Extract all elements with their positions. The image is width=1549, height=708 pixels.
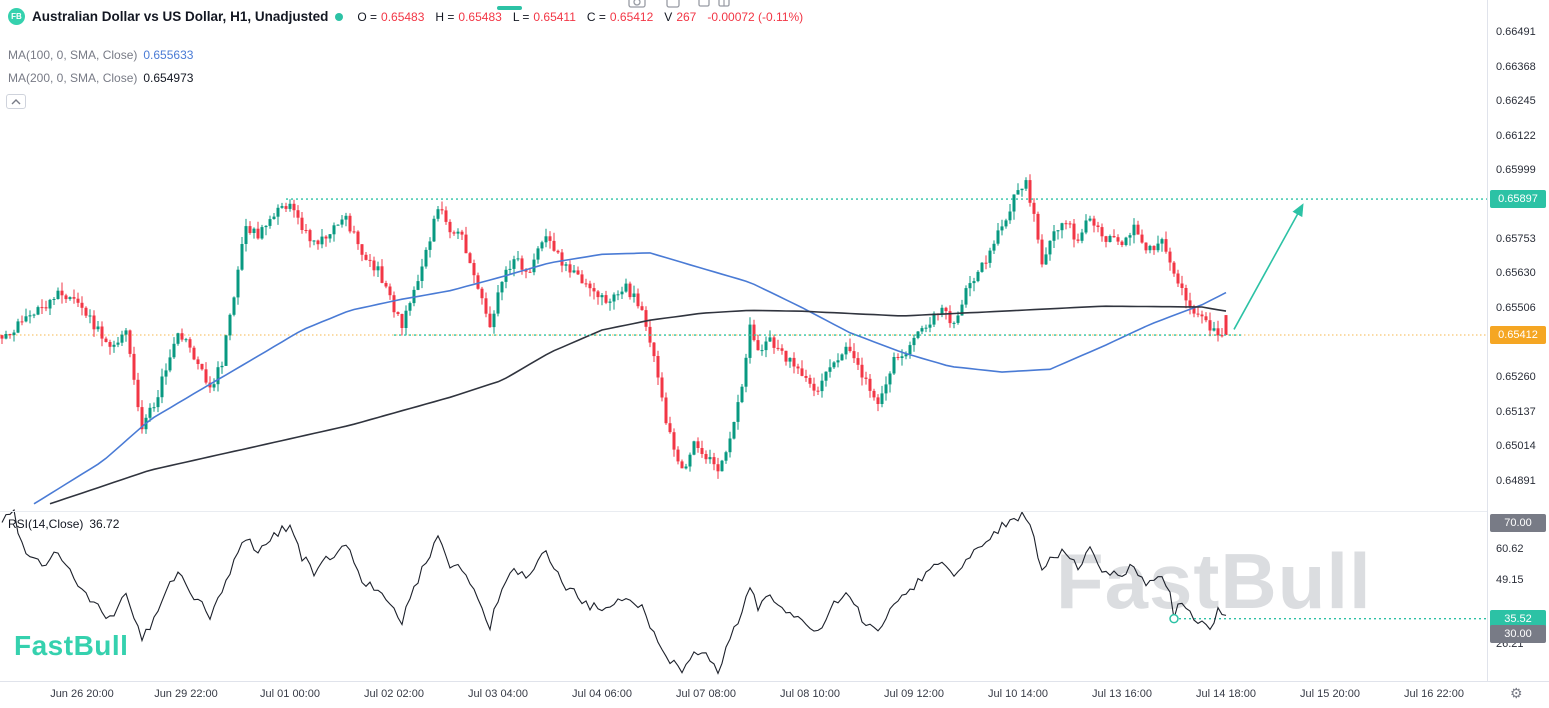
ma100-label: MA(100, 0, SMA, Close) [8, 48, 138, 62]
time-tick: Jul 01 00:00 [260, 688, 320, 700]
price-tick: 0.65999 [1496, 164, 1536, 176]
last-price-badge: 0.65412 [1490, 326, 1546, 344]
layout-icon[interactable] [698, 0, 710, 7]
settings-gear-icon[interactable]: ⚙ [1510, 685, 1523, 701]
ma200-value: 0.654973 [143, 71, 194, 85]
time-tick: Jul 10 14:00 [988, 688, 1048, 700]
rsi-current-badge: 35.52 [1490, 610, 1546, 628]
time-tick: Jul 02 02:00 [364, 688, 424, 700]
time-tick: Jul 09 12:00 [884, 688, 944, 700]
rsi-upper-band-badge: 70.00 [1490, 514, 1546, 532]
rsi-tick: 60.62 [1496, 542, 1524, 555]
camera-icon[interactable] [628, 0, 646, 8]
price-tick: 0.66122 [1496, 129, 1536, 142]
close-label: C = [586, 9, 606, 24]
price-tick: 0.65753 [1496, 232, 1536, 245]
ma100-value: 0.655633 [143, 48, 194, 62]
fastbull-watermark: FastBull [1056, 537, 1372, 625]
price-tick: 0.65506 [1496, 302, 1536, 315]
open-value: 0.65483 [381, 9, 425, 24]
panel-icon[interactable] [718, 0, 730, 7]
time-tick: Jul 15 20:00 [1300, 688, 1360, 700]
price-axis[interactable]: 0.66491 0.66368 0.66245 0.66122 0.65999 0.657… [1487, 0, 1549, 681]
volume-label: V [664, 9, 673, 24]
time-tick: Jul 03 04:00 [468, 688, 528, 700]
active-tool-indicator [497, 6, 522, 10]
ma200-legend[interactable]: MA(200, 0, SMA, Close) 0.654973 [8, 71, 193, 85]
collapse-legend-button[interactable] [6, 94, 26, 109]
time-tick: Jun 29 22:00 [154, 688, 218, 700]
time-tick: Jul 16 22:00 [1404, 688, 1464, 700]
price-tick: 0.65137 [1496, 405, 1536, 418]
time-tick: Jul 07 08:00 [676, 688, 736, 700]
high-value: 0.65483 [458, 9, 502, 24]
open-label: O = [357, 9, 378, 24]
price-tick: 0.66368 [1496, 60, 1536, 73]
price-tick: 0.65014 [1496, 440, 1536, 453]
time-tick: Jul 14 18:00 [1196, 688, 1256, 700]
close-value: 0.65412 [609, 9, 654, 24]
low-label: L = [512, 9, 530, 24]
rsi-tick: 49.15 [1496, 574, 1524, 587]
price-tick: 0.65630 [1496, 267, 1536, 280]
ma200-label: MA(200, 0, SMA, Close) [8, 71, 138, 85]
rsi-label: RSI(14,Close) [8, 517, 84, 531]
change-value: -0.00072 (-0.11%) [707, 9, 804, 24]
resistance-price-badge: 0.65897 [1490, 190, 1546, 208]
time-tick: Jul 08 10:00 [780, 688, 840, 700]
toolbar-fragment [490, 0, 840, 11]
symbol-title[interactable]: Australian Dollar vs US Dollar, H1, Unad… [32, 9, 329, 24]
high-label: H = [435, 9, 455, 24]
chart-canvas[interactable] [0, 0, 1487, 681]
chevron-up-icon [11, 98, 21, 104]
screenshot-icon[interactable] [666, 0, 680, 8]
time-tick: Jun 26 20:00 [50, 688, 114, 700]
rsi-lower-band-badge: 30.00 [1490, 625, 1546, 643]
ohlc-readout: O = 0.65483 H = 0.65483 L = 0.65411 C = 0.65… [357, 10, 814, 24]
rsi-value: 36.72 [89, 517, 120, 531]
price-tick: 0.66491 [1496, 26, 1536, 38]
market-status-dot [335, 12, 344, 21]
pane-separator[interactable] [0, 511, 1549, 512]
volume-value: 267 [676, 9, 697, 24]
time-tick: Jul 13 16:00 [1092, 688, 1152, 700]
ma100-legend[interactable]: MA(100, 0, SMA, Close) 0.655633 [8, 48, 193, 62]
price-tick: 0.66245 [1496, 95, 1536, 107]
price-tick: 0.64891 [1496, 474, 1536, 487]
rsi-legend[interactable]: RSI(14,Close) 36.72 [8, 517, 119, 531]
fastbull-brand-logo: FastBull [14, 630, 129, 661]
fastbull-logo-icon: FB [8, 8, 25, 25]
time-tick: Jul 04 06:00 [572, 688, 632, 700]
candlestick-chart[interactable] [0, 0, 1487, 681]
low-value: 0.65411 [533, 9, 576, 24]
price-tick: 0.65260 [1496, 371, 1536, 384]
time-axis[interactable]: Jun 26 20:00 Jun 29 22:00 Jul 01 00:00 Jul … [0, 681, 1549, 708]
